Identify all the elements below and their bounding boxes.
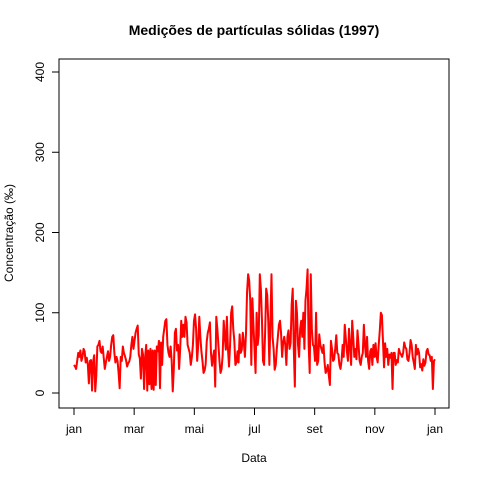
x-tick-label: nov xyxy=(365,422,384,436)
y-tick-label: 300 xyxy=(33,142,47,162)
x-tick-label: jul xyxy=(247,422,260,436)
y-tick-label: 0 xyxy=(33,389,47,396)
series-line xyxy=(73,268,436,393)
y-tick-label: 100 xyxy=(33,302,47,322)
x-tick-label: jan xyxy=(65,422,82,436)
x-axis-label: Data xyxy=(241,451,267,465)
y-axis: 0 100 200 300 400 xyxy=(33,62,59,396)
y-tick-label: 200 xyxy=(33,222,47,242)
x-tick-label: jan xyxy=(426,422,443,436)
chart-title: Medições de partículas sólidas (1997) xyxy=(129,22,380,38)
x-axis: jan mar mai jul set nov jan xyxy=(65,408,443,436)
y-axis-label: Concentração (‰) xyxy=(2,184,16,282)
x-tick-label: mar xyxy=(124,422,145,436)
y-tick-label: 400 xyxy=(33,62,47,82)
x-tick-label: set xyxy=(307,422,324,436)
x-tick-label: mai xyxy=(185,422,204,436)
